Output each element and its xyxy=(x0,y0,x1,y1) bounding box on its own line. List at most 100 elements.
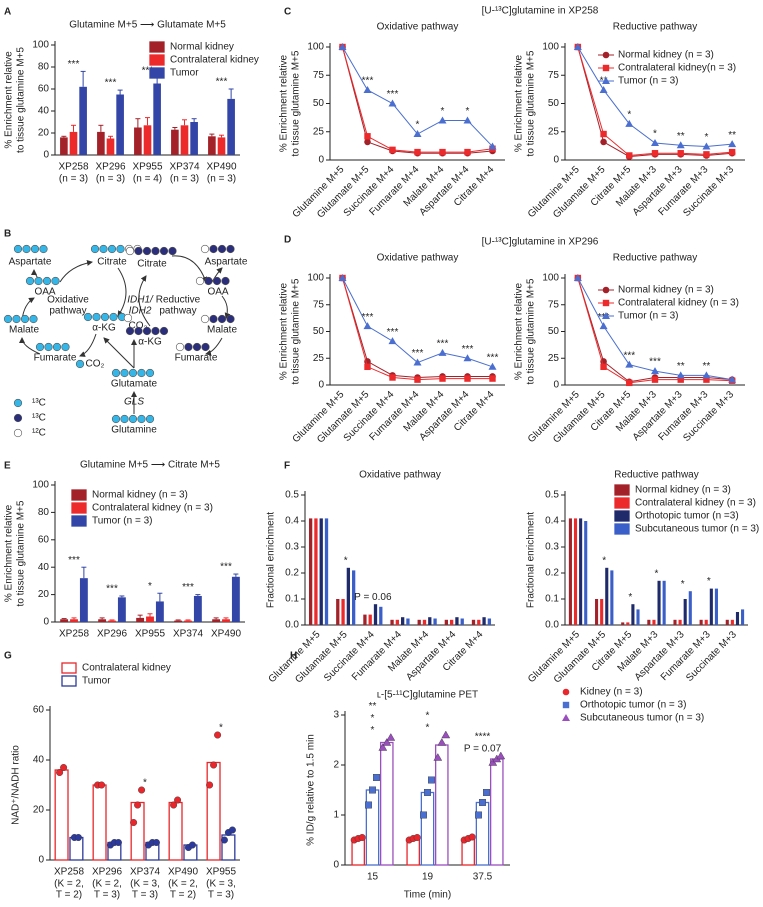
bar xyxy=(98,619,107,622)
y-tick-label: 80 xyxy=(38,62,50,73)
y-tick-label: 0 xyxy=(43,150,49,161)
data-point xyxy=(74,834,82,842)
bar xyxy=(735,612,740,625)
x-tick-label: XP374 xyxy=(130,867,160,878)
y-tick-label: 0.1 xyxy=(545,594,559,605)
y-tick-label: 75 xyxy=(548,70,560,81)
data-point xyxy=(463,354,472,362)
carbon-atom xyxy=(192,342,202,352)
legend-swatch xyxy=(71,489,87,501)
carbon-atom xyxy=(200,314,210,324)
carbon-atom xyxy=(212,276,222,286)
carbon-atom xyxy=(175,342,185,352)
carbon-atom xyxy=(125,326,135,336)
bar xyxy=(130,801,145,861)
chart-title: Glutamine M+5 ⟶ Glutamate M+5 xyxy=(69,20,226,31)
chart-title: Glutamine M+5 ⟶ Citrate M+5 xyxy=(80,460,220,471)
y-tick-label: 50 xyxy=(548,98,560,109)
y-tick-label: 20 xyxy=(38,128,50,139)
legend-swatch xyxy=(614,484,630,496)
y-axis-label: % Enrichment relative xyxy=(279,54,290,152)
carbon-atom xyxy=(209,314,218,324)
carbon-atom xyxy=(120,368,129,378)
legend-swatch xyxy=(61,662,77,674)
bar xyxy=(626,622,630,625)
carbon-atom xyxy=(204,276,213,286)
bar xyxy=(314,518,318,625)
carbon-atom xyxy=(29,314,38,324)
y-tick-label: 50 xyxy=(313,326,325,337)
y-tick-label: 100 xyxy=(542,42,559,53)
data-point xyxy=(438,348,447,356)
data-point xyxy=(428,776,435,784)
significance: *** xyxy=(220,562,232,573)
y-tick-label: 0.2 xyxy=(545,568,559,579)
data-point xyxy=(651,139,659,147)
bar xyxy=(704,619,708,625)
legend-label: Subcutaneous tumor (n = 3) xyxy=(635,524,759,535)
x-tick-label: 15 xyxy=(367,872,379,883)
carbon-atom xyxy=(168,246,177,256)
bar xyxy=(168,801,183,861)
y-axis-label: to tissue glutamine M+5 xyxy=(16,47,27,153)
significance: * xyxy=(441,106,445,117)
chart-title: Oxidative pathway xyxy=(377,253,459,264)
legend-swatch xyxy=(614,510,630,522)
bar xyxy=(390,619,394,625)
bar xyxy=(434,744,449,866)
bar xyxy=(155,601,164,622)
y-tick-label: 50 xyxy=(548,326,560,337)
y-tick-label: 60 xyxy=(33,705,45,716)
legend-marker xyxy=(602,299,610,307)
data-point xyxy=(188,841,196,849)
legend-label: Normal kidney (n = 3) xyxy=(618,50,714,61)
y-tick-label: 0 xyxy=(43,617,49,628)
y-tick-label: 0.3 xyxy=(285,542,299,553)
y-axis-label: % Enrichment relative xyxy=(514,54,525,152)
carbon-atom xyxy=(51,276,60,286)
category-note: T = 3) xyxy=(132,890,158,901)
bar xyxy=(647,619,651,625)
bar xyxy=(106,138,115,155)
data-point xyxy=(599,322,608,330)
legend-label: Tumor xyxy=(82,676,111,687)
data-point xyxy=(464,148,471,156)
data-point xyxy=(625,119,634,127)
carbon-atom xyxy=(151,326,160,336)
significance: * xyxy=(416,120,420,131)
data-point xyxy=(599,85,608,93)
carbon-atom xyxy=(128,368,138,378)
bar xyxy=(489,758,504,866)
diagram-label: CO₂ xyxy=(129,321,148,332)
carbon-atom xyxy=(111,368,121,378)
bar xyxy=(336,599,340,625)
data-point xyxy=(437,738,447,746)
carbon-atom xyxy=(42,276,52,286)
significance: * xyxy=(466,106,470,117)
bar xyxy=(174,620,183,622)
bar xyxy=(134,127,142,155)
y-tick-label: 40 xyxy=(38,562,50,573)
significance: * xyxy=(681,579,685,590)
bar xyxy=(363,614,367,625)
significance: * xyxy=(707,576,711,587)
significance: * xyxy=(219,723,223,734)
legend-label: Normal kidney (n = 3) xyxy=(618,285,714,296)
bar xyxy=(136,617,145,622)
bar xyxy=(308,518,313,625)
bar xyxy=(595,599,599,625)
carbon-atom xyxy=(151,246,160,256)
carbon-atom xyxy=(111,414,121,424)
significance: *** xyxy=(68,59,80,70)
legend-label: Subcutaneous tumor (n = 3) xyxy=(580,713,704,724)
x-tick-label: XP374 xyxy=(173,629,203,640)
category-note: T = 3) xyxy=(208,890,234,901)
carbon-atom xyxy=(13,244,23,254)
carbon-atom xyxy=(134,326,143,336)
data-point xyxy=(389,146,396,154)
data-point xyxy=(600,363,607,371)
bar xyxy=(395,619,399,625)
data-point xyxy=(382,738,392,746)
bar xyxy=(108,620,116,622)
x-tick-label: XP296 xyxy=(97,629,127,640)
